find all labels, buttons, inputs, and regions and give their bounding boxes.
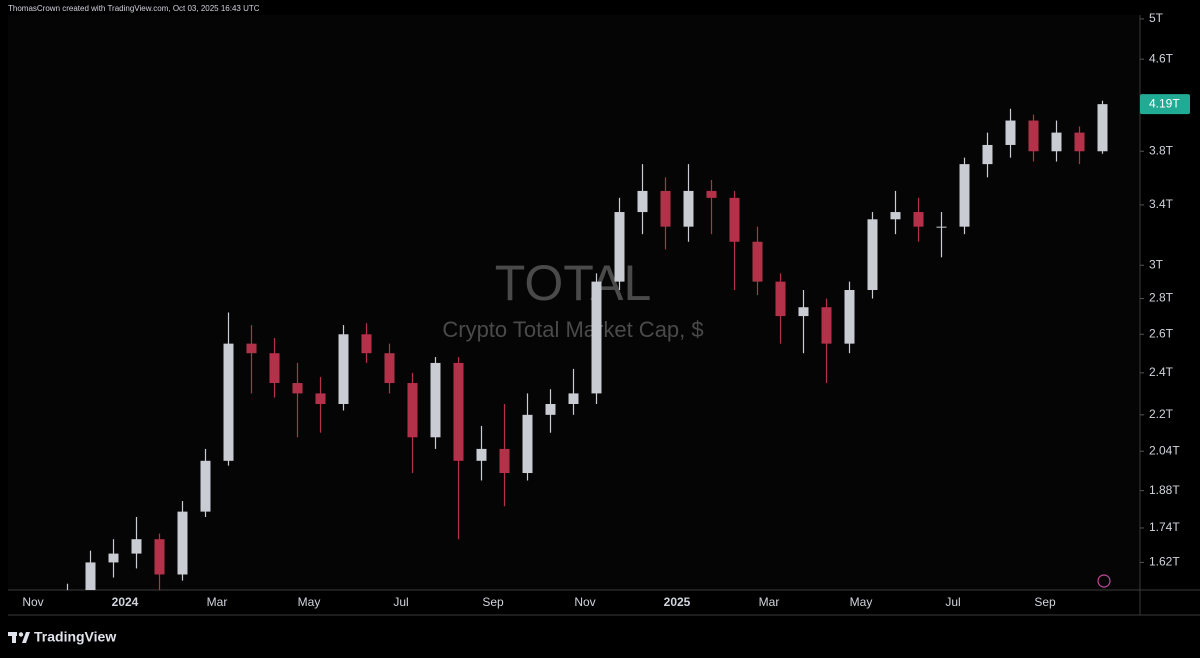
candle-body bbox=[729, 197, 740, 242]
x-tick-label: Sep bbox=[1034, 595, 1056, 609]
y-tick-label: 2.04T bbox=[1149, 443, 1180, 457]
candle-body bbox=[752, 241, 763, 282]
x-tick-label: Jul bbox=[393, 595, 408, 609]
brand-logo bbox=[8, 632, 30, 643]
candle-body bbox=[1074, 132, 1085, 152]
candle-body bbox=[315, 393, 326, 405]
candle-body bbox=[522, 414, 533, 474]
candle-body bbox=[844, 290, 855, 344]
x-tick-label: May bbox=[850, 595, 873, 609]
y-tick-label: 3T bbox=[1149, 257, 1164, 271]
candle-body bbox=[453, 362, 464, 461]
candle-body bbox=[545, 404, 556, 415]
candle-body bbox=[338, 334, 349, 405]
y-tick-label: 1.62T bbox=[1149, 555, 1180, 569]
alert-icon bbox=[1097, 574, 1111, 588]
last-price-badge bbox=[1140, 94, 1190, 115]
candle-body bbox=[959, 164, 970, 227]
y-tick-label: 5T bbox=[1149, 11, 1164, 25]
logo-shape bbox=[12, 632, 16, 643]
candles bbox=[66, 100, 1108, 590]
y-tick-label: 3.4T bbox=[1149, 197, 1174, 211]
x-tick-label: Mar bbox=[207, 595, 228, 609]
candle-body bbox=[1028, 120, 1039, 152]
candle-body bbox=[614, 212, 625, 282]
attribution: ThomasCrown created with TradingView.com… bbox=[8, 4, 260, 13]
candle-body bbox=[683, 190, 694, 227]
watermark-title: TOTAL bbox=[495, 255, 652, 311]
candle-body bbox=[982, 144, 993, 165]
x-tick-label: Nov bbox=[574, 595, 595, 609]
brand-name: TradingView bbox=[34, 629, 116, 645]
candle-body bbox=[798, 307, 809, 317]
candle-body bbox=[200, 460, 211, 512]
candle-body bbox=[1097, 104, 1108, 152]
y-tick-label: 1.88T bbox=[1149, 483, 1180, 497]
x-tick-label: 2024 bbox=[112, 595, 139, 609]
candle-body bbox=[177, 511, 188, 575]
candle-body bbox=[361, 334, 372, 354]
last-price-label: 4.19T bbox=[1149, 96, 1180, 110]
candle-body bbox=[913, 212, 924, 227]
candle-body bbox=[1005, 120, 1016, 145]
candle-body bbox=[637, 190, 648, 213]
candle-body bbox=[131, 539, 142, 554]
candle-body bbox=[821, 307, 832, 344]
candle-body bbox=[85, 562, 96, 590]
candle-body bbox=[430, 362, 441, 438]
candle-body bbox=[867, 219, 878, 291]
x-tick-label: Mar bbox=[759, 595, 780, 609]
logo-shape bbox=[18, 632, 24, 637]
x-tick-label: Jul bbox=[945, 595, 960, 609]
candle-body bbox=[154, 539, 165, 575]
y-tick-label: 2.6T bbox=[1149, 326, 1174, 340]
x-tick-label: Nov bbox=[22, 595, 43, 609]
candle-body bbox=[591, 281, 602, 394]
candle-body bbox=[890, 212, 901, 220]
candle-body bbox=[499, 448, 510, 474]
candle-body bbox=[476, 448, 487, 461]
candle-body bbox=[384, 353, 395, 384]
candle-body bbox=[269, 353, 280, 384]
candle-body bbox=[660, 190, 671, 227]
x-tick-label: 2025 bbox=[664, 595, 691, 609]
candle-body bbox=[246, 343, 257, 354]
x-tick-label: Sep bbox=[482, 595, 504, 609]
y-tick-label: 2.4T bbox=[1149, 365, 1174, 379]
candle-body bbox=[936, 226, 947, 228]
candle-body bbox=[223, 343, 234, 461]
plot-area bbox=[8, 15, 1140, 590]
y-tick-label: 1.74T bbox=[1149, 520, 1180, 534]
candle-body bbox=[568, 393, 579, 405]
watermark-subtitle: Crypto Total Market Cap, $ bbox=[442, 317, 703, 342]
y-tick-label: 2.2T bbox=[1149, 407, 1174, 421]
y-tick-label: 3.8T bbox=[1149, 143, 1174, 157]
candle-body bbox=[706, 190, 717, 198]
candle-body bbox=[775, 281, 786, 317]
candle-body bbox=[108, 553, 119, 563]
candle-body bbox=[292, 383, 303, 394]
candle-body bbox=[1051, 132, 1062, 152]
candle-body bbox=[407, 383, 418, 438]
logo-shape bbox=[22, 632, 30, 643]
x-tick-label: May bbox=[298, 595, 321, 609]
y-tick-label: 2.8T bbox=[1149, 291, 1174, 305]
y-tick-label: 4.6T bbox=[1149, 51, 1174, 65]
